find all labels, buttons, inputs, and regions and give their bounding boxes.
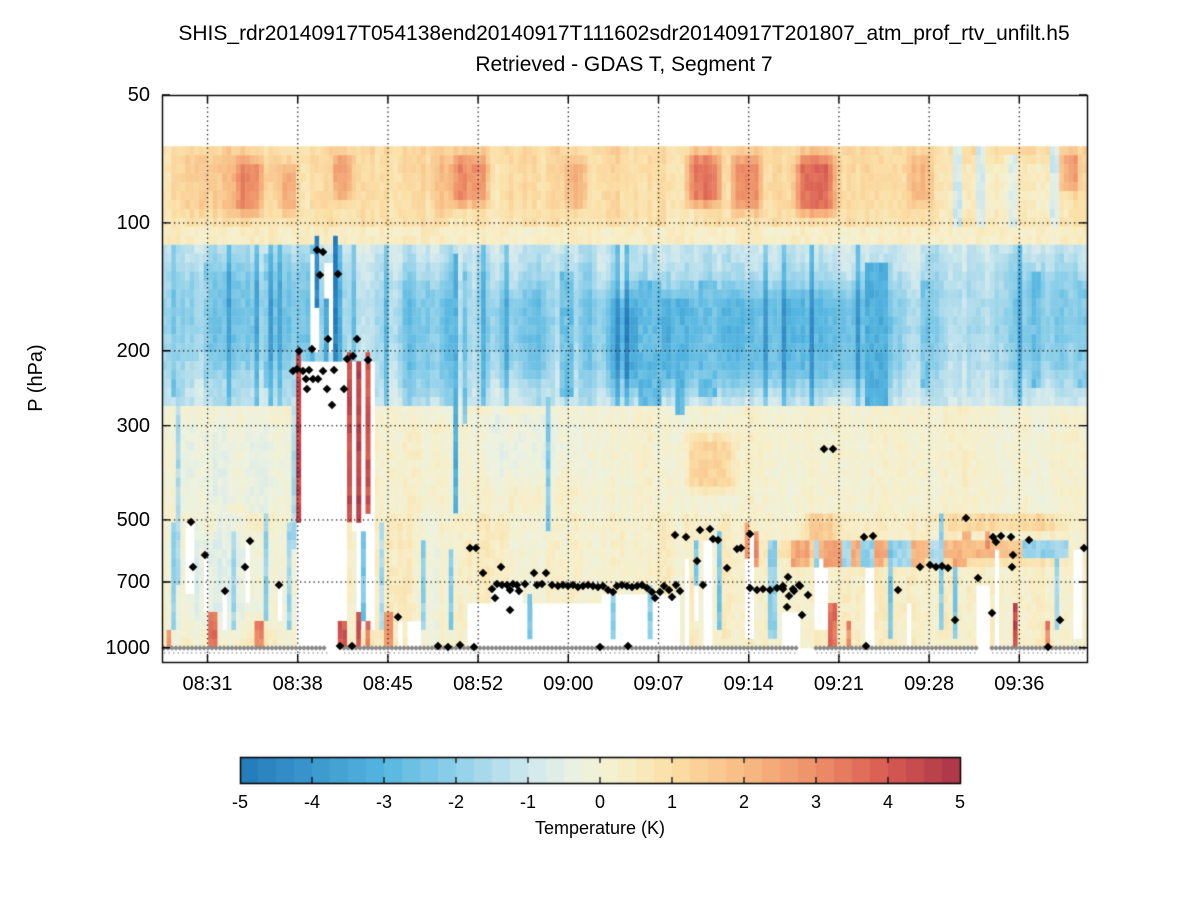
colorbar-tick-label: 2 bbox=[738, 792, 749, 812]
colorbar-tick-label: -5 bbox=[231, 792, 248, 812]
y-axis-label: P (hPa) bbox=[25, 344, 47, 412]
colorbar-tick-label: 0 bbox=[594, 792, 605, 812]
plot-title-filename: SHIS_rdr20140917T054138end20140917T11160… bbox=[178, 22, 1070, 45]
y-tick-label: 200 bbox=[116, 339, 150, 362]
colorbar-tick-label: 5 bbox=[954, 792, 965, 812]
y-tick-label: 1000 bbox=[105, 636, 151, 659]
colorbar-tick-label: -2 bbox=[447, 792, 464, 812]
x-tick-label: 08:38 bbox=[272, 673, 323, 695]
plot-subtitle: Retrieved - GDAS T, Segment 7 bbox=[475, 53, 773, 76]
x-tick-label: 09:14 bbox=[723, 673, 774, 695]
colorbar-tick-label: 1 bbox=[666, 792, 677, 812]
x-tick-label: 09:07 bbox=[633, 673, 684, 695]
colorbar-tick-label: -4 bbox=[303, 792, 320, 812]
x-tick-label: 09:28 bbox=[904, 673, 955, 695]
x-tick-label: 08:45 bbox=[362, 673, 413, 695]
x-tick-label: 09:00 bbox=[543, 673, 594, 695]
y-tick-label: 100 bbox=[116, 211, 150, 234]
colorbar-tick-label: -3 bbox=[375, 792, 392, 812]
x-tick-label: 08:52 bbox=[453, 673, 504, 695]
colorbar-tick-label: -1 bbox=[519, 792, 536, 812]
x-tick-label: 08:31 bbox=[182, 673, 233, 695]
colorbar-label: Temperature (K) bbox=[534, 818, 666, 838]
y-tick-label: 50 bbox=[127, 84, 150, 106]
x-tick-label: 09:21 bbox=[813, 673, 864, 695]
colorbar-tick-label: 4 bbox=[882, 792, 893, 812]
x-tick-label: 09:36 bbox=[994, 673, 1045, 695]
y-tick-label: 500 bbox=[116, 508, 150, 531]
y-tick-label: 700 bbox=[116, 570, 150, 593]
y-tick-label: 300 bbox=[116, 414, 150, 437]
colorbar-tick-label: 3 bbox=[810, 792, 821, 812]
